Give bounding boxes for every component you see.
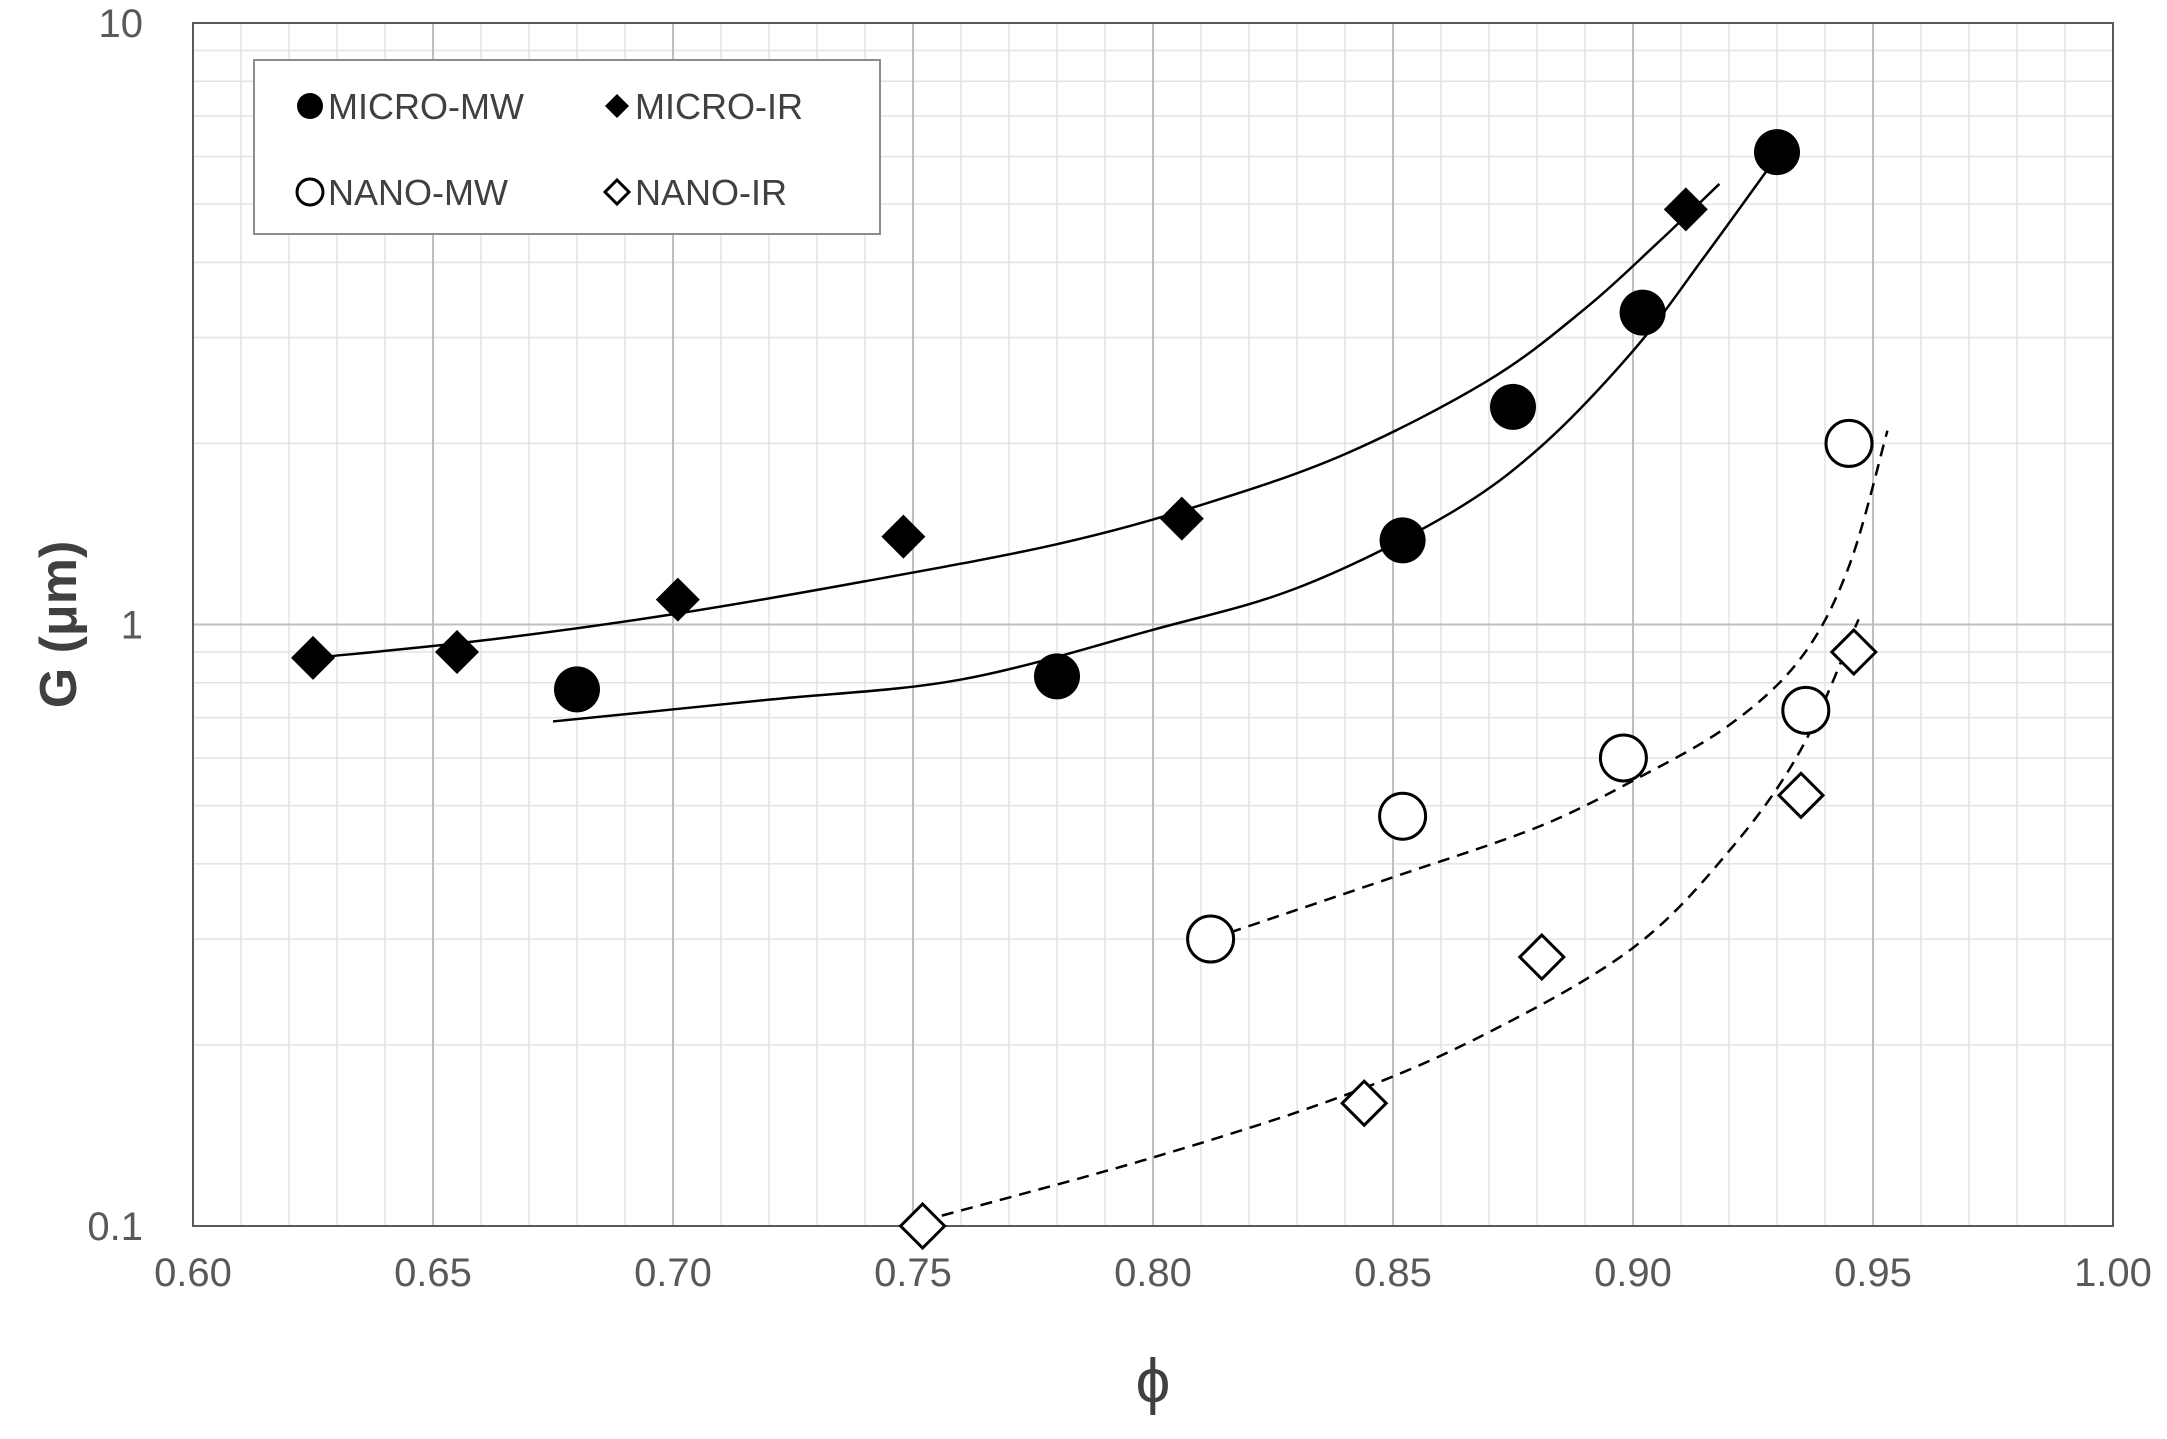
x-tick-label: 0.70 (634, 1251, 712, 1295)
x-tick-label: 0.85 (1354, 1251, 1432, 1295)
data-point (1340, 1079, 1389, 1128)
data-point (1159, 496, 1204, 541)
legend: MICRO-MW MICRO-IR NANO-MW NANO-IR (253, 59, 881, 235)
data-point (435, 630, 479, 675)
plot-area-frame (192, 22, 2114, 1227)
legend-items: MICRO-MW MICRO-IR NANO-MW NANO-IR (295, 86, 803, 213)
data-point (1379, 517, 1426, 564)
data-point (898, 1201, 947, 1251)
data-point (1490, 383, 1536, 430)
data-point (1186, 914, 1236, 964)
legend-item: NANO-IR (602, 172, 787, 213)
x-tick-label: 0.60 (154, 1251, 232, 1295)
y-tick-label: 10 (99, 2, 144, 46)
data-point (1824, 418, 1874, 468)
legend-item: NANO-MW (295, 172, 508, 213)
series-micro-mw (554, 129, 1800, 713)
data-point (1034, 653, 1080, 700)
legend-label: MICRO-MW (328, 86, 524, 127)
data-point (655, 577, 700, 622)
x-tick-labels: 0.60 0.65 0.70 0.75 0.80 0.85 0.90 0.95 1.00 (154, 1251, 2152, 1295)
trend-line-micro-ir (312, 183, 1721, 660)
legend-item: MICRO-MW (297, 86, 524, 127)
x-tick-label: 1.00 (2074, 1251, 2152, 1295)
data-point (1754, 129, 1800, 176)
y-tick-label: 0.1 (87, 1205, 143, 1249)
legend-label: NANO-MW (328, 172, 508, 213)
data-point (1776, 771, 1826, 820)
legend-marker (602, 177, 632, 207)
data-markers (291, 129, 1878, 1251)
legend-marker (605, 94, 629, 118)
legend-marker (295, 177, 325, 207)
data-point (554, 666, 600, 713)
x-tick-label: 0.80 (1114, 1251, 1192, 1295)
trend-line-nano-mw (1210, 430, 1889, 941)
trend-line-nano-ir (922, 618, 1860, 1223)
data-point (1517, 932, 1566, 982)
series-nano-mw (1186, 418, 1874, 964)
data-point (1598, 733, 1648, 783)
data-point (1781, 685, 1831, 735)
legend-box (253, 59, 881, 235)
series-nano-ir (898, 627, 1878, 1251)
legend-marker (297, 93, 323, 119)
x-tick-label: 0.75 (874, 1251, 952, 1295)
data-point (291, 635, 335, 680)
legend-item: MICRO-IR (605, 86, 803, 127)
data-point (1619, 289, 1666, 336)
data-point (1378, 791, 1428, 841)
data-point (1829, 627, 1878, 677)
data-point (1663, 187, 1708, 232)
legend-label: MICRO-IR (635, 86, 803, 127)
x-tick-label: 0.90 (1594, 1251, 1672, 1295)
x-tick-label: 0.95 (1834, 1251, 1912, 1295)
x-axis-title: ϕ (1136, 1347, 1171, 1416)
y-tick-labels: 0.1 1 10 (87, 2, 143, 1249)
legend-label: NANO-IR (635, 172, 787, 213)
series-micro-ir (291, 187, 1708, 680)
data-point (881, 514, 926, 559)
y-axis-title: G (μm) (30, 541, 88, 709)
y-tick-label: 1 (121, 604, 143, 648)
x-tick-label: 0.65 (394, 1251, 472, 1295)
